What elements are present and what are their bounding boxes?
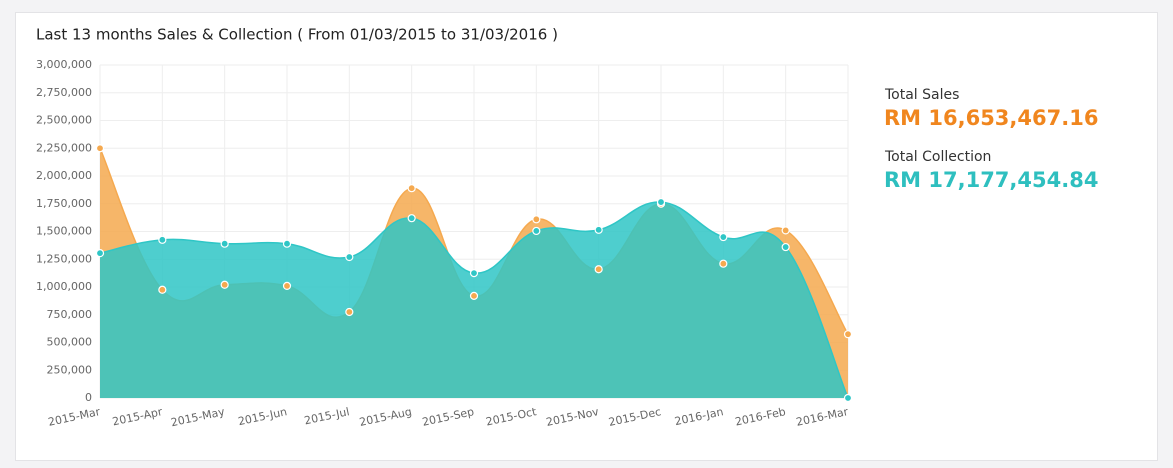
x-tick-label: 2015-Nov <box>545 405 600 429</box>
summary-label: Total Collection <box>884 149 991 165</box>
point <box>532 215 541 224</box>
point <box>95 249 105 258</box>
point <box>843 393 853 403</box>
point <box>220 239 229 248</box>
point <box>656 197 666 207</box>
point <box>781 226 790 235</box>
line <box>99 201 849 399</box>
point <box>158 235 167 244</box>
x-tick-label: 2015-Jul <box>303 405 351 427</box>
point <box>719 232 728 242</box>
point <box>220 280 229 289</box>
y-tick-label: 2,750,000 <box>36 86 92 99</box>
x-tick-label: 2016-Mar <box>795 405 850 429</box>
point <box>345 252 354 262</box>
y-tick-label: 1,500,000 <box>36 225 92 238</box>
point <box>594 225 603 234</box>
y-tick-label: 0 <box>85 391 92 404</box>
point <box>469 269 479 278</box>
y-tick-label: 1,250,000 <box>36 252 92 265</box>
x-tick-label: 2015-Dec <box>607 405 662 429</box>
y-tick-label: 2,500,000 <box>36 114 92 127</box>
y-tick-label: 3,000,000 <box>36 58 92 71</box>
x-tick-label: 2015-Oct <box>485 405 539 429</box>
point <box>781 242 790 252</box>
x-tick-label: 2015-Jun <box>237 405 288 428</box>
point <box>407 184 416 193</box>
chart-title: Last 13 months Sales & Collection ( From… <box>36 26 558 44</box>
x-tick-label: 2016-Feb <box>734 405 787 428</box>
y-tick-label: 2,250,000 <box>36 141 92 154</box>
x-tick-label: 2015-Sep <box>421 405 475 429</box>
point <box>594 265 603 274</box>
x-tick-label: 2015-Aug <box>358 405 413 429</box>
point <box>95 144 105 153</box>
point <box>345 307 354 317</box>
point <box>843 330 853 339</box>
x-tick-label: 2015-Mar <box>47 405 102 429</box>
point <box>407 214 416 223</box>
y-tick-label: 1,000,000 <box>36 280 92 293</box>
point <box>282 239 292 248</box>
summary-value: RM 16,653,467.16 <box>884 106 1098 130</box>
summary-label: Total Sales <box>884 87 959 103</box>
y-tick-label: 250,000 <box>47 363 93 376</box>
y-tick-label: 2,000,000 <box>36 169 92 182</box>
point <box>469 291 479 300</box>
x-tick-label: 2015-May <box>170 405 227 429</box>
point <box>282 281 292 290</box>
point <box>719 259 728 268</box>
x-tick-label: 2016-Jan <box>673 405 724 428</box>
y-tick-label: 750,000 <box>47 308 93 321</box>
point <box>532 226 541 236</box>
point <box>158 285 167 294</box>
y-tick-label: 1,750,000 <box>36 197 92 210</box>
y-tick-label: 500,000 <box>47 336 93 349</box>
summary-value: RM 17,177,454.84 <box>884 168 1098 192</box>
x-tick-label: 2015-Apr <box>111 405 164 428</box>
area <box>100 202 848 398</box>
